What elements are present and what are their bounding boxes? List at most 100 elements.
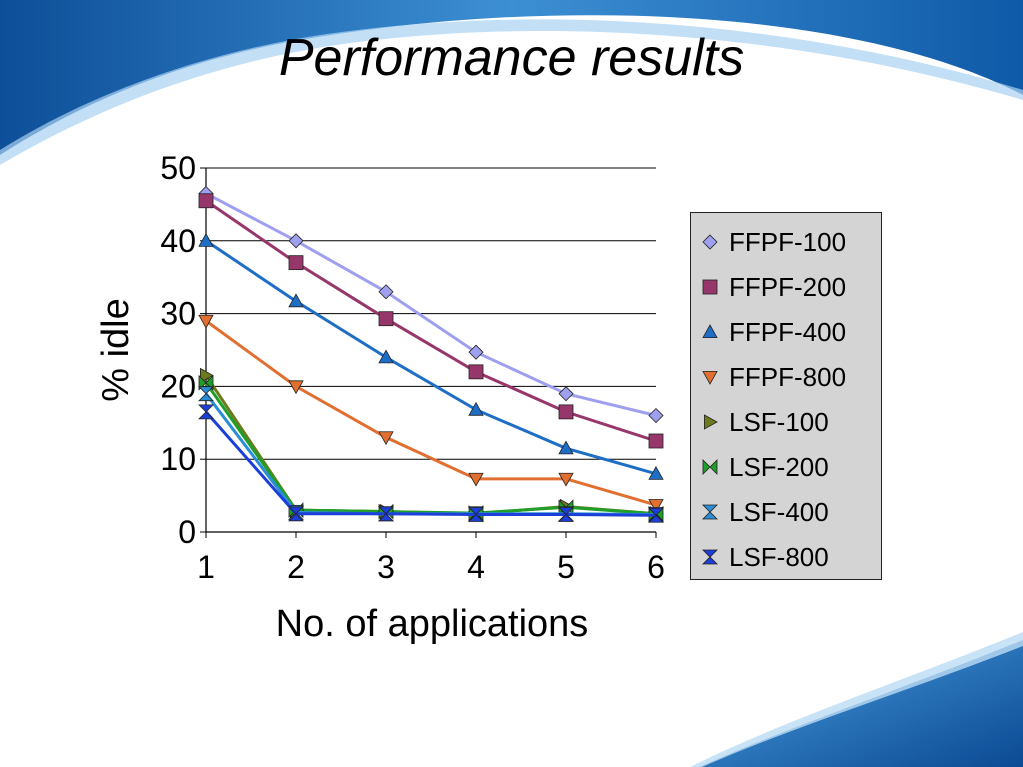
data-point <box>468 513 484 522</box>
legend-marker-icon <box>702 279 718 295</box>
data-point <box>205 374 214 391</box>
y-tick-label: 20 <box>160 368 196 404</box>
data-point <box>288 506 304 515</box>
series-line <box>205 319 657 507</box>
legend-marker <box>702 324 718 339</box>
legend-marker-icon <box>702 504 718 520</box>
legend-marker <box>702 459 711 475</box>
legend-item-ffpf-200: FFPF-200 <box>697 272 846 302</box>
data-point <box>378 284 394 300</box>
legend-item-ffpf-100: FFPF-100 <box>697 227 846 257</box>
legend-item-ffpf-800: FFPF-800 <box>697 362 846 392</box>
data-point <box>648 514 664 523</box>
legend-marker-icon <box>702 324 718 339</box>
x-tick-label: 5 <box>557 549 575 585</box>
legend-marker-icon <box>702 459 718 475</box>
legend-marker <box>702 511 718 520</box>
series-ffpf-100 <box>198 185 664 424</box>
data-point <box>198 314 214 329</box>
legend-label: LSF-400 <box>729 496 829 527</box>
axes <box>200 167 657 538</box>
legend-marker-icon <box>702 371 718 385</box>
series-lsf-800 <box>198 404 664 523</box>
series-ffpf-200 <box>198 193 664 449</box>
data-point <box>648 465 664 480</box>
y-tick-label: 0 <box>178 514 196 550</box>
data-point <box>378 349 394 364</box>
data-point <box>288 293 304 308</box>
data-point <box>378 513 394 522</box>
data-point <box>648 507 664 516</box>
legend-marker <box>702 549 718 558</box>
tick-labels: 0 10 20 30 40 50 1 2 3 4 5 6 <box>160 150 664 585</box>
series-line <box>204 381 657 516</box>
legend-item-lsf-400: LSF-400 <box>697 497 829 527</box>
legend-marker <box>702 279 718 295</box>
x-tick-label: 1 <box>197 549 215 585</box>
data-point <box>288 255 304 271</box>
y-tick-label: 40 <box>160 223 196 259</box>
data-point <box>558 513 574 522</box>
gridlines <box>206 167 656 460</box>
series-line <box>205 239 657 476</box>
top-wave-band <box>0 0 1023 155</box>
data-point <box>468 344 484 360</box>
series-lsf-200 <box>198 374 664 522</box>
legend-marker <box>704 414 718 430</box>
data-point <box>648 407 664 424</box>
data-point <box>558 440 574 455</box>
data-point <box>378 431 394 446</box>
legend-marker <box>702 504 718 513</box>
data-point <box>468 364 484 380</box>
legend-marker <box>709 459 718 475</box>
x-axis-label: No. of applications <box>276 603 589 645</box>
x-tick-label: 3 <box>377 549 395 585</box>
series-line <box>205 199 657 443</box>
data-point <box>198 386 214 395</box>
data-point <box>198 232 214 247</box>
data-point <box>378 506 394 515</box>
data-point <box>198 411 214 420</box>
data-point <box>648 433 664 449</box>
x-tick-label: 6 <box>647 549 665 585</box>
data-point <box>558 472 574 487</box>
legend-marker <box>702 234 718 250</box>
legend-label: FFPF-800 <box>729 361 847 392</box>
data-point <box>378 311 394 327</box>
y-tick-label: 50 <box>160 150 196 186</box>
legend-marker-icon <box>702 549 718 565</box>
data-point <box>648 499 664 513</box>
data-point <box>198 404 214 413</box>
legend-marker <box>702 371 718 385</box>
legend-label: LSF-200 <box>729 451 829 482</box>
data-point <box>558 404 574 420</box>
series-lsf-400 <box>198 386 664 522</box>
data-point <box>468 507 484 516</box>
series-lsf-100 <box>199 367 664 522</box>
legend-label: FFPF-200 <box>729 271 847 302</box>
series-line <box>205 192 657 417</box>
slide-title: Performance results <box>278 29 745 87</box>
chart-legend: FFPF-100 FFPF-200 FFPF-400 FFPF-800 LSF-100 L… <box>690 212 882 580</box>
data-point <box>468 401 484 416</box>
legend-item-lsf-100: LSF-100 <box>697 407 829 437</box>
data-point <box>198 374 207 391</box>
y-tick-label: 30 <box>160 296 196 332</box>
legend-marker-icon <box>704 414 718 430</box>
legend-label: LSF-800 <box>729 541 829 572</box>
data-point <box>199 367 214 384</box>
legend-item-lsf-200: LSF-200 <box>697 452 829 482</box>
series-ffpf-400 <box>198 232 664 480</box>
y-tick-label: 10 <box>160 441 196 477</box>
legend-marker-icon <box>702 234 718 250</box>
series-line <box>204 410 657 517</box>
data-point <box>558 507 574 516</box>
series-group <box>198 185 664 523</box>
y-axis-label: % idle <box>95 298 137 402</box>
data-point <box>198 193 214 209</box>
data-point <box>288 380 304 395</box>
legend-label: FFPF-400 <box>729 316 847 347</box>
data-point <box>198 393 214 402</box>
